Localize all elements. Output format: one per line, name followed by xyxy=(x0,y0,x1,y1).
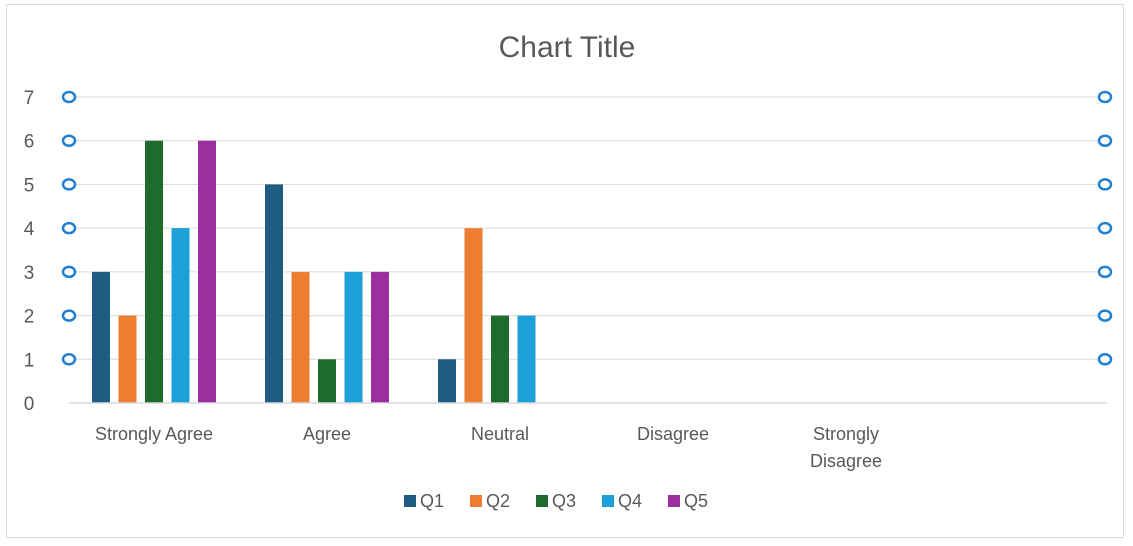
right-gridline-handle[interactable] xyxy=(1097,309,1113,322)
left-gridline-handle[interactable] xyxy=(61,90,77,104)
bar-q1-neutral[interactable] xyxy=(438,359,456,403)
legend-label-q1[interactable]: Q1 xyxy=(420,491,444,511)
left-gridline-handle[interactable] xyxy=(61,309,77,322)
bar-q4-agree[interactable] xyxy=(344,271,363,403)
legend-label-q4[interactable]: Q4 xyxy=(618,491,642,511)
legend[interactable]: Q1 Q2 Q3 Q4 Q5 xyxy=(404,491,708,511)
legend-label-q5[interactable]: Q5 xyxy=(684,491,708,511)
legend-label-q3[interactable]: Q3 xyxy=(552,491,576,511)
legend-label-q2[interactable]: Q2 xyxy=(486,491,510,511)
right-gridline-handle[interactable] xyxy=(1097,178,1113,191)
chart-title[interactable]: Chart Title xyxy=(499,31,636,64)
x-category-label: Strongly xyxy=(813,424,879,444)
left-gridline-handle[interactable] xyxy=(61,265,77,279)
left-gridline-handle[interactable] xyxy=(61,134,77,147)
legend-swatch-q2 xyxy=(470,495,482,507)
x-category-label: Agree xyxy=(303,424,351,444)
bar-q4-strongly-agree[interactable] xyxy=(171,228,190,403)
chart-area[interactable]: Chart Title 0 1 2 3 4 5 6 7 Strongly Agree Agree… xyxy=(6,4,1124,538)
bar-q2-strongly-agree[interactable] xyxy=(118,315,137,403)
gridlines xyxy=(69,96,1107,360)
bar-q4-neutral[interactable] xyxy=(517,315,536,403)
left-gridline-handle[interactable] xyxy=(61,353,77,366)
legend-swatch-q5 xyxy=(668,495,680,507)
x-category-label: Disagree xyxy=(810,451,882,471)
bar-q3-strongly-agree[interactable] xyxy=(145,140,163,403)
bar-chart[interactable]: Chart Title 0 1 2 3 4 5 6 7 Strongly Agree Agree… xyxy=(7,5,1125,539)
legend-swatch-q1 xyxy=(404,495,416,507)
left-gridline-handle[interactable] xyxy=(61,178,77,191)
y-tick-label: 0 xyxy=(24,394,35,415)
y-axis-tick-labels: 0 1 2 3 4 5 6 7 xyxy=(24,88,35,415)
right-gridline-handle[interactable] xyxy=(1097,353,1113,366)
right-gridline-handle[interactable] xyxy=(1097,90,1113,104)
bar-q3-neutral[interactable] xyxy=(491,315,509,403)
right-gridline-handle[interactable] xyxy=(1097,265,1113,279)
bar-q1-strongly-agree[interactable] xyxy=(92,271,110,403)
x-axis-category-labels: Strongly Agree Agree Neutral Disagree Strong… xyxy=(95,424,882,471)
legend-swatch-q3 xyxy=(536,495,548,507)
y-tick-label: 7 xyxy=(24,88,35,109)
y-tick-label: 3 xyxy=(24,263,35,284)
y-tick-label: 4 xyxy=(24,219,35,240)
left-gridline-handle[interactable] xyxy=(61,221,77,235)
y-tick-label: 5 xyxy=(24,175,35,196)
y-tick-label: 6 xyxy=(24,132,35,153)
y-tick-label: 2 xyxy=(24,307,35,328)
bar-q2-agree[interactable] xyxy=(291,271,310,403)
x-category-label: Neutral xyxy=(471,424,529,444)
legend-swatch-q4 xyxy=(602,495,614,507)
bar-q5-agree[interactable] xyxy=(371,271,389,403)
bar-q3-agree[interactable] xyxy=(318,359,336,403)
right-gridline-handle[interactable] xyxy=(1097,221,1113,235)
x-category-label: Strongly Agree xyxy=(95,424,213,444)
bar-q2-neutral[interactable] xyxy=(464,228,483,403)
bars[interactable] xyxy=(92,140,536,403)
right-gridline-handle[interactable] xyxy=(1097,134,1113,147)
x-category-label: Disagree xyxy=(637,424,709,444)
bar-q1-agree[interactable] xyxy=(265,184,283,403)
bar-q5-strongly-agree[interactable] xyxy=(198,140,216,403)
selection-handles[interactable] xyxy=(61,90,1113,366)
y-tick-label: 1 xyxy=(24,350,35,371)
